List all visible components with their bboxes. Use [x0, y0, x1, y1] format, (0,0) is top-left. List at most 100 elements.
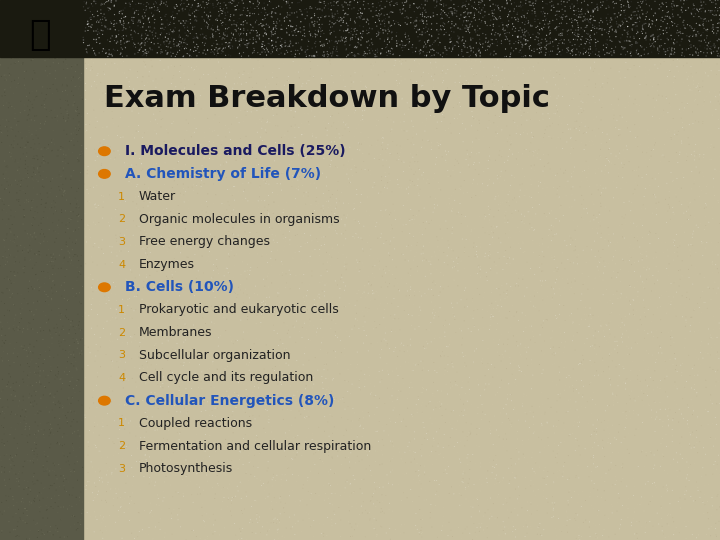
Point	[559, 6, 571, 15]
Point	[701, 17, 712, 25]
Point	[676, 98, 688, 107]
Point	[443, 4, 454, 12]
Point	[171, 442, 183, 450]
Point	[222, 502, 233, 511]
Point	[268, 321, 279, 329]
Point	[336, 82, 347, 90]
Point	[352, 0, 364, 6]
Point	[179, 43, 191, 52]
Point	[603, 434, 614, 443]
Point	[619, 164, 631, 172]
Point	[191, 29, 202, 38]
Point	[157, 34, 168, 43]
Point	[637, 0, 649, 6]
Point	[379, 509, 390, 517]
Point	[114, 57, 126, 65]
Point	[20, 420, 32, 428]
Point	[376, 10, 387, 18]
Point	[611, 476, 622, 485]
Point	[251, 161, 262, 170]
Point	[82, 41, 94, 50]
Point	[75, 151, 86, 160]
Point	[484, 458, 495, 467]
Point	[343, 332, 355, 341]
Point	[306, 154, 318, 163]
Point	[685, 460, 696, 469]
Point	[473, 442, 485, 450]
Point	[269, 307, 280, 316]
Point	[89, 145, 100, 153]
Point	[566, 493, 577, 502]
Point	[563, 0, 575, 4]
Point	[222, 96, 234, 104]
Point	[138, 14, 149, 22]
Point	[553, 416, 564, 425]
Point	[171, 308, 183, 316]
Point	[187, 23, 199, 31]
Point	[122, 492, 134, 501]
Point	[441, 252, 453, 260]
Point	[14, 109, 26, 117]
Point	[535, 276, 546, 285]
Point	[268, 17, 279, 26]
Point	[598, 84, 610, 93]
Point	[395, 326, 406, 334]
Point	[454, 98, 465, 107]
Point	[481, 205, 492, 213]
Point	[361, 172, 373, 180]
Point	[73, 224, 85, 232]
Point	[47, 218, 58, 227]
Point	[704, 334, 716, 342]
Point	[6, 423, 17, 431]
Point	[138, 19, 149, 28]
Point	[86, 300, 97, 309]
Point	[19, 243, 30, 252]
Point	[348, 17, 360, 25]
Point	[521, 334, 532, 342]
Point	[410, 167, 421, 176]
Point	[1, 380, 13, 389]
Point	[179, 166, 191, 175]
Point	[167, 74, 179, 83]
Point	[702, 43, 714, 51]
Point	[307, 445, 319, 454]
Point	[663, 292, 675, 301]
Point	[117, 21, 129, 30]
Point	[388, 452, 400, 461]
Point	[585, 49, 596, 58]
Point	[10, 532, 22, 540]
Point	[263, 180, 274, 188]
Point	[277, 364, 289, 373]
Point	[110, 447, 122, 456]
Point	[291, 184, 302, 193]
Point	[588, 460, 599, 468]
Point	[342, 51, 354, 59]
Point	[418, 17, 429, 25]
Point	[417, 408, 428, 417]
Point	[186, 101, 198, 110]
Point	[240, 409, 252, 418]
Point	[283, 89, 294, 97]
Point	[543, 151, 554, 159]
Point	[526, 133, 538, 142]
Point	[435, 268, 446, 277]
Point	[268, 25, 279, 33]
Point	[251, 497, 262, 505]
Point	[492, 172, 504, 180]
Point	[612, 294, 624, 303]
Point	[505, 140, 516, 149]
Point	[172, 344, 184, 353]
Point	[590, 400, 601, 409]
Point	[138, 204, 149, 212]
Point	[335, 290, 346, 299]
Point	[500, 35, 511, 44]
Point	[192, 490, 203, 498]
Point	[262, 417, 274, 426]
Point	[678, 0, 690, 5]
Point	[604, 296, 616, 305]
Point	[343, 199, 354, 208]
Point	[114, 438, 126, 447]
Point	[320, 360, 332, 368]
Point	[0, 354, 7, 362]
Point	[479, 386, 490, 394]
